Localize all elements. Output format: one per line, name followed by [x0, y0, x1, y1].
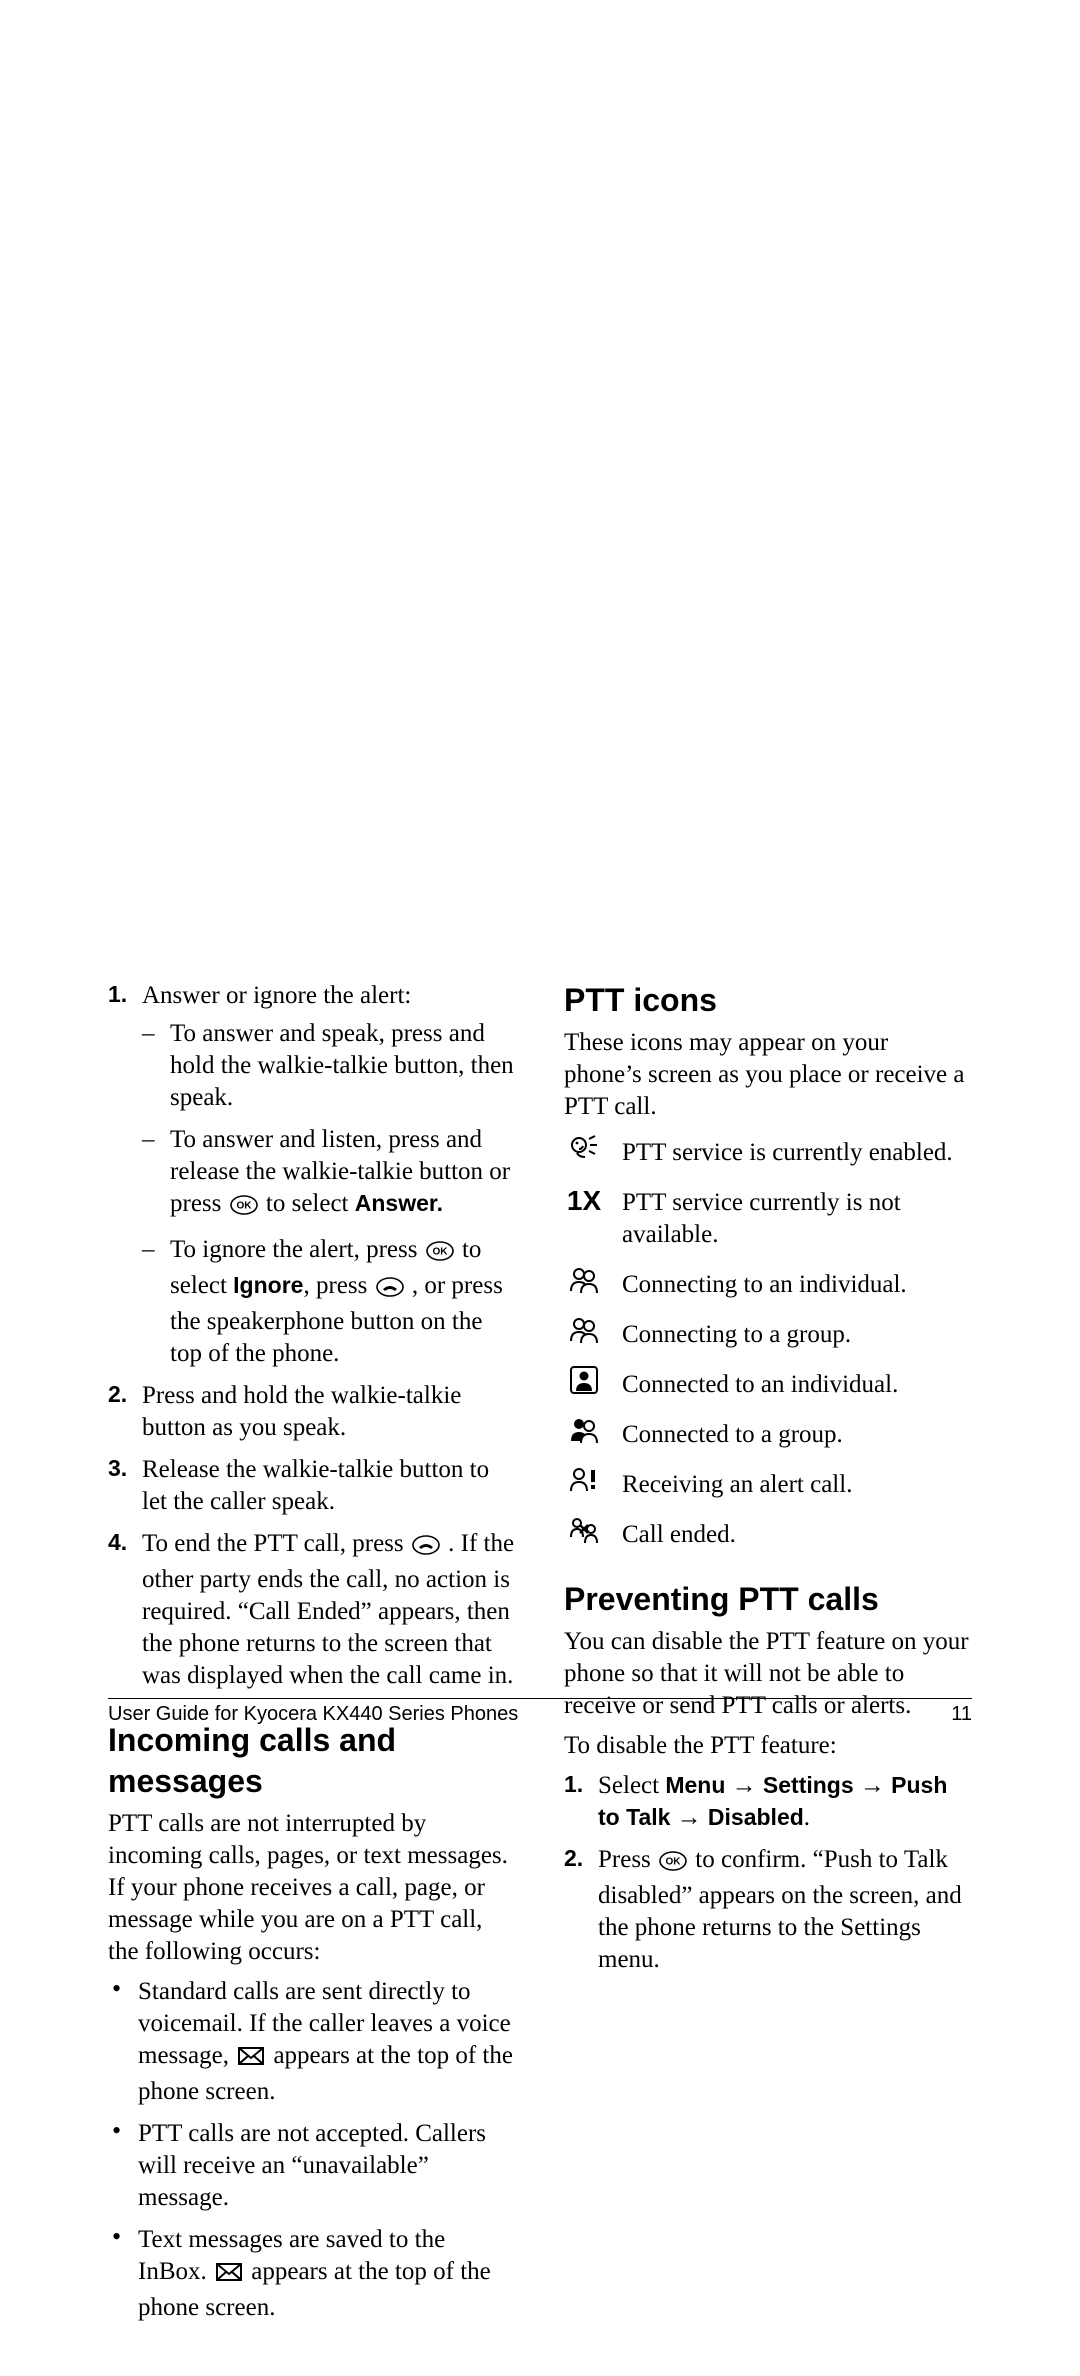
icon-label: PTT service is currently enabled. [622, 1133, 972, 1169]
ptt-icons-intro: These icons may appear on your phone’s s… [564, 1027, 972, 1123]
page-number: 11 [951, 1703, 972, 1726]
body-text: , press [303, 1272, 373, 1299]
body-text: To ignore the alert, press [170, 1236, 424, 1263]
arrow: → [732, 1772, 763, 1799]
ui-label: Answer. [355, 1190, 443, 1216]
icon-label: PTT service currently is not available. [622, 1183, 972, 1251]
left-column: Answer or ignore the alert: To answer an… [108, 980, 516, 2334]
list-item: To ignore the alert, press to select Ign… [142, 1234, 516, 1370]
body-text: Press [598, 1846, 657, 1873]
list-item: Press and hold the walkie-talkie button … [108, 1380, 516, 1444]
ok-key-icon [230, 1192, 258, 1224]
icon-label: Connected to an individual. [622, 1365, 972, 1401]
ok-key-icon [426, 1238, 454, 1270]
icon-label: Call ended. [622, 1515, 972, 1551]
prevent-lead: To disable the PTT feature: [564, 1730, 972, 1762]
end-key-icon [412, 1532, 440, 1564]
connecting-group-icon [564, 1315, 604, 1345]
table-row: Call ended. [564, 1515, 972, 1551]
icon-label: Connecting to a group. [622, 1315, 972, 1351]
table-row: Connecting to an individual. [564, 1265, 972, 1301]
list-item: To end the PTT call, press . If the othe… [108, 1528, 516, 1692]
envelope-icon [215, 2260, 243, 2292]
body-text: to select [266, 1190, 355, 1217]
table-row: Connected to a group. [564, 1415, 972, 1451]
onex-glyph: 1X [567, 1183, 601, 1219]
alert-call-icon [564, 1465, 604, 1493]
period: . [804, 1804, 810, 1831]
ui-label: Ignore [233, 1272, 303, 1298]
list-item: Select Menu → Settings → Push to Talk → … [564, 1770, 972, 1834]
envelope-icon [237, 2044, 265, 2076]
prevent-steps-list: Select Menu → Settings → Push to Talk → … [564, 1770, 972, 1976]
step-text: Answer or ignore the alert: [142, 982, 411, 1009]
table-row: Connecting to a group. [564, 1315, 972, 1351]
body-text: Select [598, 1772, 665, 1799]
table-row: Receiving an alert call. [564, 1465, 972, 1501]
right-column: PTT icons These icons may appear on your… [564, 980, 972, 2334]
table-row: PTT service is currently enabled. [564, 1133, 972, 1169]
connecting-individual-icon [564, 1265, 604, 1295]
body-text: Press and hold the walkie-talkie button … [142, 1382, 461, 1441]
incoming-bullets: Standard calls are sent directly to voic… [108, 1976, 516, 2324]
ptt-icons-table: PTT service is currently enabled. 1X PTT… [564, 1133, 972, 1551]
icon-label: Connecting to an individual. [622, 1265, 972, 1301]
body-text: Release the walkie-talkie button to let … [142, 1456, 489, 1515]
list-item: PTT calls are not accepted. Callers will… [108, 2118, 516, 2214]
list-item: Release the walkie-talkie button to let … [108, 1454, 516, 1518]
ui-label: Settings [763, 1772, 854, 1798]
body-text: PTT calls are not accepted. Callers will… [138, 2120, 486, 2211]
heading-ptt-icons: PTT icons [564, 980, 972, 1021]
list-item: To answer and speak, press and hold the … [142, 1018, 516, 1114]
answer-steps-list: Answer or ignore the alert: To answer an… [108, 980, 516, 1692]
connected-group-icon [564, 1415, 604, 1445]
body-text: To end the PTT call, press [142, 1530, 410, 1557]
sub-list: To answer and speak, press and hold the … [142, 1018, 516, 1370]
footer-title: User Guide for Kyocera KX440 Series Phon… [108, 1703, 518, 1726]
list-item: To answer and listen, press and release … [142, 1124, 516, 1224]
call-ended-icon [564, 1515, 604, 1545]
end-key-icon [376, 1274, 404, 1306]
arrow: → [860, 1772, 891, 1799]
list-item: Answer or ignore the alert: To answer an… [108, 980, 516, 1370]
table-row: Connected to an individual. [564, 1365, 972, 1401]
heading-incoming: Incoming calls and messages [108, 1720, 516, 1802]
icon-label: Connected to a group. [622, 1415, 972, 1451]
list-item: Press to confirm. “Push to Talk disabled… [564, 1844, 972, 1976]
connected-individual-icon [564, 1365, 604, 1395]
incoming-intro: PTT calls are not interrupted by incomin… [108, 1808, 516, 1968]
heading-preventing: Preventing PTT calls [564, 1579, 972, 1620]
list-item: Standard calls are sent directly to voic… [108, 1976, 516, 2108]
icon-label: Receiving an alert call. [622, 1465, 972, 1501]
ok-key-icon [659, 1848, 687, 1880]
ptt-unavailable-icon: 1X [564, 1183, 604, 1219]
ui-label: Disabled [708, 1804, 804, 1830]
ui-label: Menu [665, 1772, 725, 1798]
table-row: 1X PTT service currently is not availabl… [564, 1183, 972, 1251]
body-text: To answer and speak, press and hold the … [170, 1020, 514, 1111]
ptt-enabled-icon [564, 1133, 604, 1161]
list-item: Text messages are saved to the InBox. ap… [108, 2224, 516, 2324]
page-columns: Answer or ignore the alert: To answer an… [108, 980, 972, 2334]
page-footer: User Guide for Kyocera KX440 Series Phon… [108, 1698, 972, 1726]
arrow: → [677, 1804, 708, 1831]
